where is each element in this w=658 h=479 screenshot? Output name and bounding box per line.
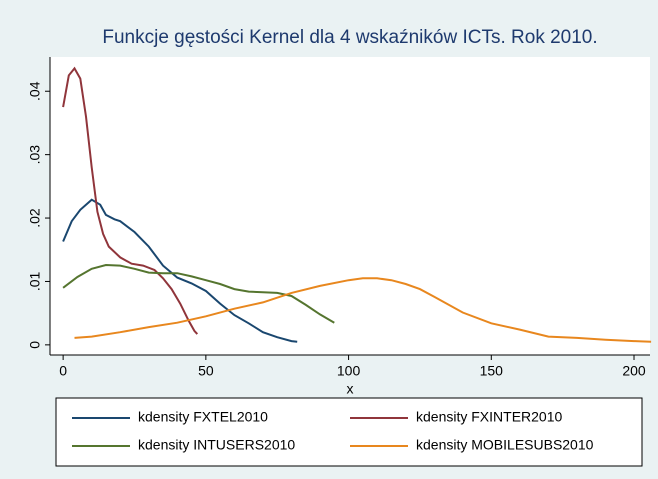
y-tick-label: 0 — [27, 341, 43, 349]
density-line — [74, 277, 652, 343]
y-tick-label: .03 — [27, 145, 43, 165]
density-line — [62, 66, 199, 335]
legend-label: kdensity FXTEL2010 — [138, 409, 268, 425]
density-line — [62, 198, 298, 343]
density-line — [62, 263, 335, 324]
x-tick-label: 50 — [198, 363, 214, 379]
y-tick-label: .02 — [27, 208, 43, 228]
legend-label: kdensity INTUSERS2010 — [138, 437, 295, 453]
legend-label: kdensity FXINTER2010 — [416, 409, 562, 425]
legend — [55, 397, 643, 467]
plot-area — [50, 57, 650, 355]
x-tick-label: 200 — [622, 363, 646, 379]
x-tick-label: 150 — [480, 363, 504, 379]
x-tick-label: 0 — [59, 363, 67, 379]
x-tick-label: 100 — [337, 363, 361, 379]
chart-title: Funkcje gęstości Kernel dla 4 wskaźników… — [102, 27, 597, 48]
legend-label: kdensity MOBILESUBS2010 — [416, 437, 594, 453]
y-tick-label: .01 — [27, 272, 43, 292]
x-axis-label: x — [347, 381, 354, 397]
y-tick-label: .04 — [27, 81, 43, 101]
